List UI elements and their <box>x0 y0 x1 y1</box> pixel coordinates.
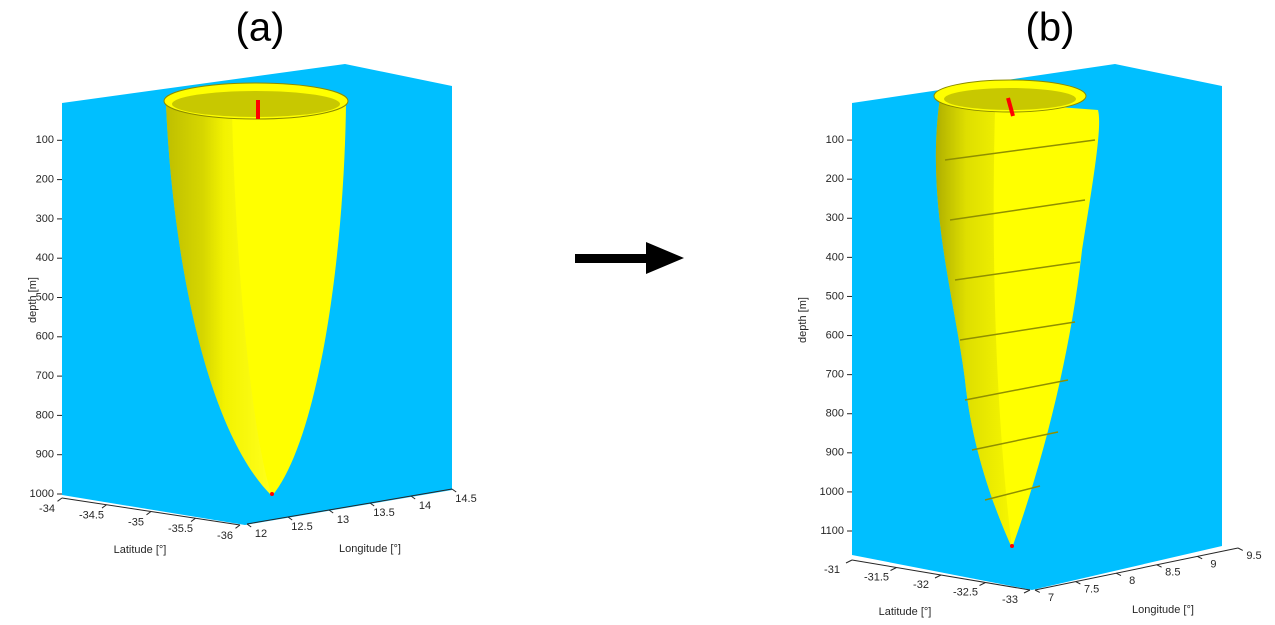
surface-shade <box>166 104 272 496</box>
x-tick-label: -31.5 <box>864 571 889 583</box>
y-axis-label: Longitude [°] <box>1132 604 1194 616</box>
z-tick-label: 300 <box>36 213 54 225</box>
x-tick <box>57 497 63 502</box>
z-axis-label: depth [m] <box>797 297 809 343</box>
x-tick-label: -32.5 <box>953 586 978 598</box>
z-tick-label: 400 <box>826 251 844 263</box>
arrow-shaft <box>575 254 650 263</box>
y-tick-label: 9.5 <box>1246 550 1261 562</box>
y-tick-label: 14.5 <box>455 493 476 505</box>
z-tick-label: 500 <box>826 290 844 302</box>
x-tick-label: -32 <box>913 579 929 591</box>
y-tick-label: 7 <box>1048 592 1054 604</box>
x-axis-label: Latitude [°] <box>879 606 932 618</box>
y-tick-label: 14 <box>419 500 431 512</box>
marker <box>1010 544 1014 548</box>
z-tick-label: 1100 <box>820 525 844 537</box>
y-tick-label: 12 <box>255 528 267 540</box>
y-tick <box>246 523 252 528</box>
z-tick-label: 800 <box>826 408 844 420</box>
x-tick <box>235 524 241 529</box>
y-tick-label: 8.5 <box>1165 567 1180 579</box>
z-tick-label: 200 <box>826 173 844 185</box>
y-axis-line <box>246 488 453 525</box>
x-tick <box>934 574 942 579</box>
arrow-head <box>646 242 684 274</box>
panel-title: (a) <box>236 6 285 50</box>
x-tick <box>979 582 986 586</box>
y-tick <box>1156 564 1162 568</box>
y-tick <box>287 516 293 521</box>
surface-ridges <box>944 139 1096 501</box>
z-tick-label: 400 <box>36 252 54 264</box>
z-tick-label: 300 <box>826 212 844 224</box>
y-tick <box>369 502 375 507</box>
x-tick-label: -31 <box>824 564 840 576</box>
y-tick <box>410 495 416 500</box>
y-tick-label: 13.5 <box>373 507 394 519</box>
surface-shade <box>935 98 1012 548</box>
x-tick-label: -34.5 <box>79 510 104 522</box>
z-tick-label: 700 <box>826 369 844 381</box>
y-tick-label: 13 <box>337 514 349 526</box>
y-tick <box>451 488 457 493</box>
y-tick-label: 9 <box>1210 558 1216 570</box>
z-tick-label: 900 <box>36 449 54 461</box>
x-tick <box>190 517 196 522</box>
z-tick-label: 1000 <box>30 488 54 500</box>
z-tick-label: 600 <box>36 331 54 343</box>
panel-title: (b) <box>1026 6 1075 50</box>
y-tick <box>1197 555 1203 560</box>
z-tick-label: 600 <box>826 329 844 341</box>
x-tick-label: -33 <box>1002 594 1018 606</box>
z-tick-label: 700 <box>36 370 54 382</box>
y-tick <box>1237 547 1244 551</box>
x-tick <box>845 559 853 564</box>
z-tick-label: 800 <box>36 409 54 421</box>
y-axis-line <box>1034 547 1239 591</box>
z-tick-label: 900 <box>826 447 844 459</box>
y-tick-label: 12.5 <box>291 521 312 533</box>
x-tick-label: -35 <box>128 516 144 528</box>
x-tick-label: -35.5 <box>168 523 193 535</box>
marker <box>1006 97 1015 117</box>
y-tick-label: 8 <box>1129 575 1135 587</box>
y-tick <box>1075 581 1081 585</box>
y-tick <box>328 509 334 514</box>
x-axis-label: Latitude [°] <box>114 544 167 556</box>
x-tick-label: -36 <box>217 530 233 542</box>
z-tick-label: 500 <box>36 291 54 303</box>
x-tick <box>101 504 107 509</box>
y-tick-label: 7.5 <box>1084 584 1099 596</box>
y-tick <box>1115 572 1122 577</box>
arrow <box>575 242 684 274</box>
x-tick <box>146 511 152 516</box>
z-axis-label: depth [m] <box>27 277 39 323</box>
marker <box>270 492 274 496</box>
y-axis-label: Longitude [°] <box>339 543 401 555</box>
x-tick-label: -34 <box>39 503 55 515</box>
z-tick-label: 1000 <box>820 486 844 498</box>
z-tick-label: 100 <box>36 134 54 146</box>
x-tick <box>890 567 897 571</box>
y-tick <box>1034 589 1041 593</box>
x-tick <box>1023 589 1031 594</box>
z-tick-label: 200 <box>36 174 54 186</box>
surface <box>163 79 1100 548</box>
z-tick-label: 100 <box>826 134 844 146</box>
